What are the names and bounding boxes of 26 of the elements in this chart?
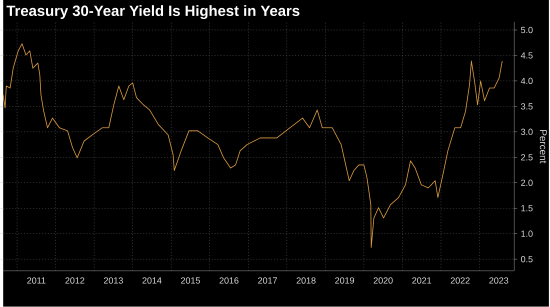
chart-title: Treasury 30-Year Yield Is Highest in Years (6, 5, 300, 20)
y-tick-label: 3.5 (520, 103, 533, 110)
x-tick-label: 2019 (335, 278, 354, 284)
y-tick-label: 0.5 (520, 256, 533, 263)
x-tick-label: 2013 (104, 278, 123, 284)
y-tick-label: 4.0 (520, 78, 533, 84)
x-tick-label: 2022 (450, 278, 470, 284)
x-tick-label: 2021 (412, 278, 432, 284)
x-tick-label: 2016 (220, 278, 239, 284)
y-tick-label: 1.0 (521, 230, 533, 238)
y-tick-label: 3.0 (520, 128, 533, 136)
y-tick-label: 5.0 (520, 27, 533, 34)
y-axis-title: Percent (540, 130, 547, 164)
y-tick-label: 2.0 (521, 180, 533, 186)
x-tick-label: 2023 (489, 278, 508, 284)
x-tick-label: 2014 (142, 278, 162, 284)
x-tick-label: 2011 (27, 278, 46, 284)
y-tick-label: 2.5 (521, 154, 533, 161)
x-tick-label: 2012 (65, 278, 84, 284)
x-tick-label: 2018 (296, 278, 316, 284)
x-tick-label: 2015 (181, 278, 200, 284)
y-tick-label: 1.5 (521, 205, 533, 212)
line-series (2, 44, 503, 248)
y-tick-label: 4.5 (520, 52, 533, 59)
x-tick-label: 2020 (374, 278, 393, 284)
x-tick-label: 2017 (258, 278, 277, 284)
